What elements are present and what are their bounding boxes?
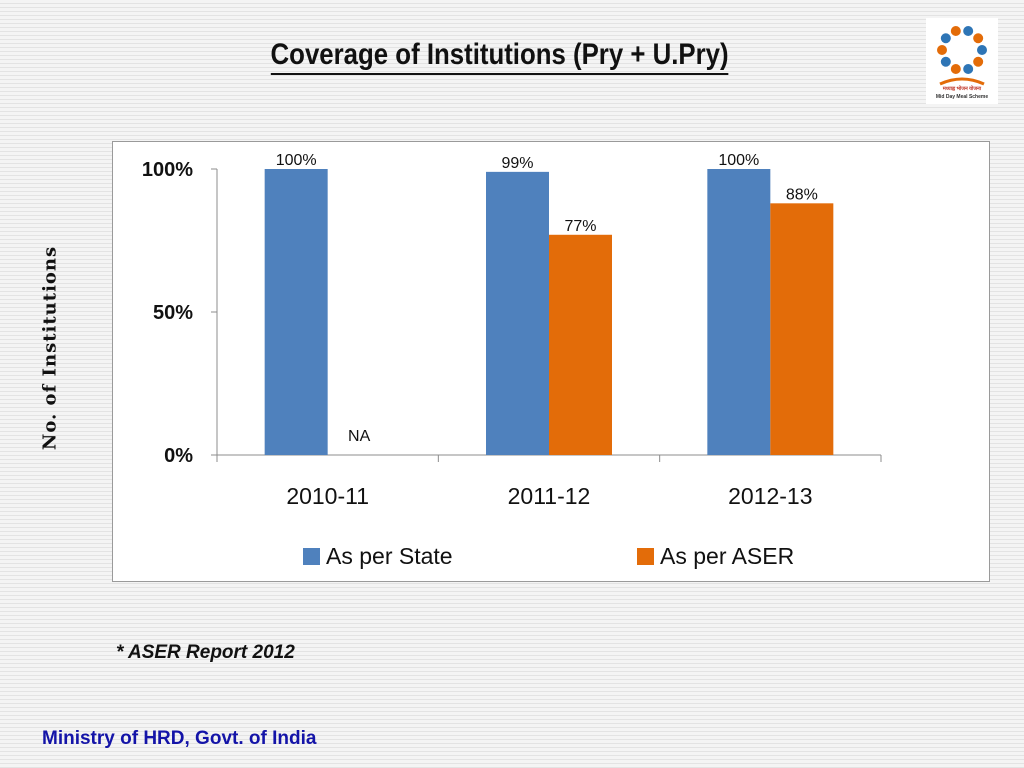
legend-swatch-aser <box>637 548 654 565</box>
y-axis-title: No. of Institutions <box>39 245 61 451</box>
bar-aser <box>549 234 612 455</box>
bar-state <box>264 169 328 455</box>
chart-area: 0% 50% 100% 2010-11 2011-12 2012-13 100% 99% 100… <box>112 141 990 582</box>
legend-swatch-state <box>303 548 320 565</box>
x-category-label: 2010-11 <box>286 483 369 509</box>
logo-figure <box>940 56 951 67</box>
logo-figure <box>963 64 974 75</box>
logo-figure <box>950 25 961 36</box>
logo-figure <box>973 56 984 67</box>
footnote: * ASER Report 2012 <box>116 642 295 663</box>
data-label: 99% <box>501 155 533 172</box>
data-label: 77% <box>564 218 596 235</box>
data-label: 100% <box>276 152 317 169</box>
legend-item-aser: As per ASER <box>637 543 794 570</box>
legend-item-state: As per State <box>303 543 453 570</box>
logo-text-hindi: मध्याह्न भोजन योजना <box>942 86 982 92</box>
footer-ministry: Ministry of HRD, Govt. of India <box>42 728 317 749</box>
data-label-na: NA <box>348 428 371 445</box>
logo-figure <box>950 64 961 75</box>
legend-label-state: As per State <box>326 543 453 569</box>
y-tick-label: 0% <box>164 445 193 467</box>
logo-emblem-icon <box>937 25 987 86</box>
slide-title-text: Coverage of Institutions (Pry + U.Pry) <box>270 38 729 75</box>
chart-legend: As per State As per ASER <box>113 539 989 579</box>
logo-figure <box>940 33 951 44</box>
logo-figure <box>963 25 974 36</box>
bar-chart: 0% 50% 100% 2010-11 2011-12 2012-13 100% 99% 100… <box>142 152 882 509</box>
legend-label-aser: As per ASER <box>660 543 795 569</box>
logo-figure <box>977 45 987 55</box>
logo-text-english: Mid Day Meal Scheme <box>935 94 989 100</box>
logo-figure <box>937 45 947 55</box>
mid-day-meal-logo: मध्याह्न भोजन योजना Mid Day Meal Scheme <box>926 18 998 104</box>
data-label: 100% <box>718 152 759 169</box>
y-tick-label: 100% <box>142 159 193 181</box>
x-category-label: 2012-13 <box>728 483 812 509</box>
bar-aser <box>770 203 834 455</box>
logo-figure <box>973 33 984 44</box>
bar-state <box>486 171 549 456</box>
data-label: 88% <box>786 186 818 203</box>
slide-title: Coverage of Institutions (Pry + U.Pry) <box>70 38 930 75</box>
y-tick-label: 50% <box>153 302 193 324</box>
x-category-label: 2011-12 <box>508 483 591 509</box>
bar-state <box>707 169 771 455</box>
